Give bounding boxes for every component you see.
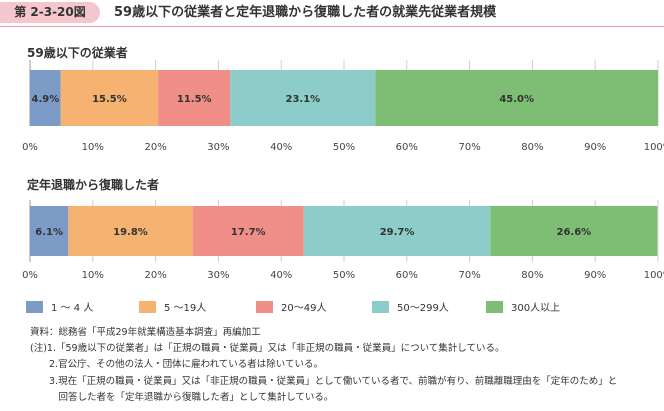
figure-number-badge: 第 2-3-20図	[0, 2, 100, 23]
legend-item: 5 ～19人	[139, 301, 206, 317]
data-label: 29.7%	[380, 227, 415, 238]
x-tick-label: 90%	[584, 142, 606, 153]
x-tick-label: 100%	[644, 142, 664, 153]
legend-label: 50～299人	[397, 303, 449, 314]
x-tick-label: 40%	[270, 142, 292, 153]
legend-swatch	[486, 301, 503, 313]
note-line: 3.現在「正規の職員・従業員」又は「非正規の職員・従業員」として働いている者で、…	[30, 375, 618, 387]
x-tick-label: 90%	[584, 270, 606, 281]
data-label: 11.5%	[177, 94, 212, 105]
data-label: 19.8%	[113, 227, 148, 238]
data-label: 26.6%	[556, 227, 591, 238]
bar-segment	[375, 70, 658, 126]
x-tick-label: 30%	[207, 142, 229, 153]
legend-label: 1 ～ 4 人	[51, 303, 94, 314]
data-label: 17.7%	[231, 227, 266, 238]
x-tick-label: 70%	[458, 270, 480, 281]
note-line: 資料：総務省「平成29年就業構造基本調査」再編加工	[30, 327, 261, 338]
bar-segment	[68, 206, 193, 256]
x-tick-label: 20%	[144, 142, 166, 153]
bar-segment	[30, 70, 61, 126]
x-tick-label: 10%	[82, 142, 104, 153]
legend-swatch	[372, 301, 389, 313]
x-tick-label: 50%	[333, 142, 355, 153]
x-tick-label: 0%	[22, 270, 38, 281]
figure-notes: 資料：総務省「平成29年就業構造基本調査」再編加工 (注)1.「59歳以下の従業者…	[30, 325, 660, 406]
figure-title: 59歳以下の従業者と定年退職から復職した者の就業先従業者規模	[114, 5, 497, 20]
panel-title-reemployed: 定年退職から復職した者	[27, 178, 160, 192]
note-line: 2.官公庁、その他の法人・団体に雇われている者は除いている。	[30, 359, 324, 371]
figure-header: 第 2-3-20図 59歳以下の従業者と定年退職から復職した者の就業先従業者規模	[0, 0, 664, 30]
header-rule	[0, 26, 664, 27]
note-line: (注)1.「59歳以下の従業者」は「正規の職員・従業員」又は「非正規の職員・従業…	[30, 343, 505, 355]
legend-item: 300人以上	[486, 301, 560, 317]
bar-segment	[30, 206, 69, 256]
legend-item: 20～49人	[256, 301, 326, 317]
legend-label: 5 ～19人	[164, 303, 207, 314]
x-tick-label: 30%	[207, 270, 229, 281]
legend-swatch	[26, 301, 43, 313]
legend-label: 20～49人	[281, 303, 327, 314]
x-tick-label: 50%	[333, 270, 355, 281]
x-tick-label: 10%	[82, 270, 104, 281]
legend-swatch	[139, 301, 156, 313]
bar-segment	[303, 206, 491, 256]
data-label: 6.1%	[35, 227, 63, 238]
data-label: 23.1%	[286, 94, 321, 105]
panel-title-under-59: 59歳以下の従業者	[27, 46, 128, 60]
legend-item: 1 ～ 4 人	[26, 301, 93, 317]
legend-item: 50～299人	[372, 301, 449, 317]
bar-segment	[60, 70, 159, 126]
x-tick-label: 40%	[270, 270, 292, 281]
x-tick-label: 60%	[396, 142, 418, 153]
data-label: 4.9%	[32, 94, 60, 105]
x-tick-label: 20%	[144, 270, 166, 281]
legend-swatch	[256, 301, 273, 313]
legend-label: 300人以上	[511, 303, 561, 314]
x-tick-label: 100%	[644, 270, 664, 281]
x-tick-label: 80%	[521, 270, 543, 281]
note-line: 回答した者を「定年退職から復職した者」として集計している。	[30, 391, 334, 403]
bar-segment	[158, 70, 231, 126]
x-tick-label: 70%	[458, 142, 480, 153]
data-label: 45.0%	[499, 94, 534, 105]
data-label: 15.5%	[92, 94, 127, 105]
stacked-bar-charts: 4.9% 15.5% 11.5% 23.1% 45.0% 0% 10% 20% 30% 40% 50…	[22, 60, 664, 281]
x-tick-label: 80%	[521, 142, 543, 153]
chart-legend: 1 ～ 4 人 5 ～19人 20～49人 50～299人 300人以上	[26, 301, 646, 317]
bar-segment	[192, 206, 304, 256]
x-tick-label: 60%	[396, 270, 418, 281]
bar-segment	[490, 206, 658, 256]
bar-segment	[230, 70, 376, 126]
x-tick-label: 0%	[22, 142, 38, 153]
